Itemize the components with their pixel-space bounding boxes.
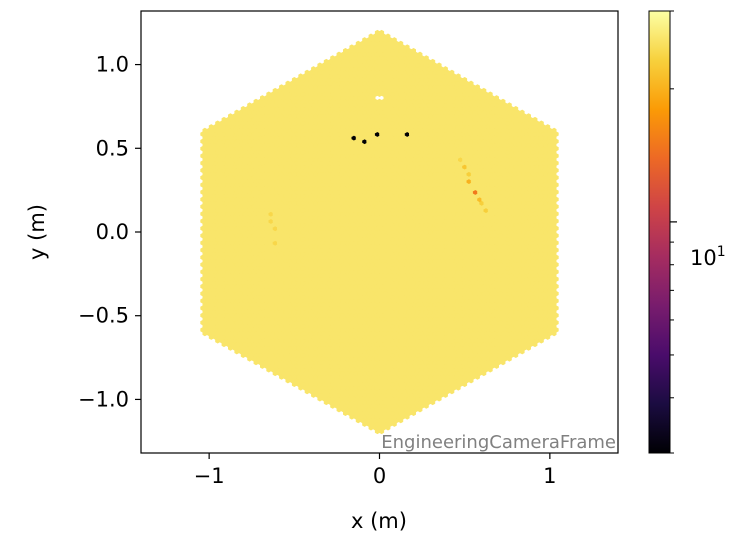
camera-pixel-layer <box>200 29 559 435</box>
